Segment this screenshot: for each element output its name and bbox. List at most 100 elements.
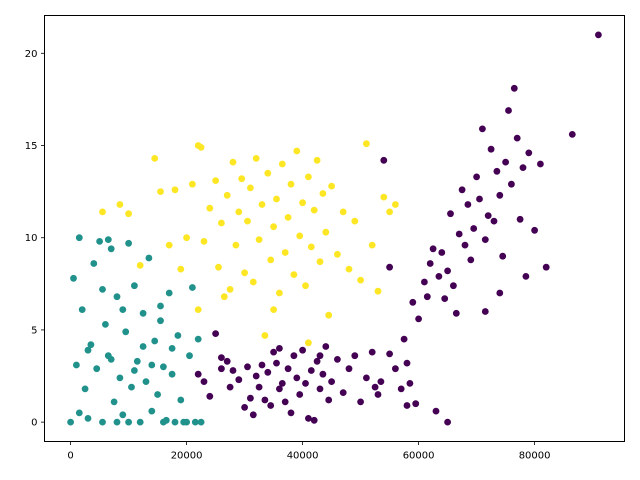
data-point: [470, 225, 478, 232]
data-point: [113, 418, 121, 426]
data-point: [119, 306, 127, 313]
data-point: [267, 256, 275, 264]
data-point: [421, 278, 428, 286]
data-point: [212, 177, 220, 185]
data-point: [223, 191, 231, 199]
data-point: [84, 346, 92, 354]
data-point: [513, 134, 521, 142]
data-point: [374, 287, 382, 295]
data-point: [110, 398, 118, 406]
data-point: [270, 306, 277, 313]
data-point: [81, 385, 89, 393]
data-point: [261, 396, 269, 404]
data-point: [328, 378, 335, 385]
data-point: [508, 180, 515, 188]
data-point: [519, 164, 527, 172]
x-tick-label: 0: [67, 451, 73, 462]
data-point: [316, 385, 324, 393]
data-point: [116, 374, 124, 382]
y-tick-label: 15: [25, 141, 38, 152]
data-point: [325, 396, 333, 404]
data-point: [363, 374, 370, 382]
data-point: [247, 184, 254, 192]
data-point: [241, 404, 249, 411]
data-point: [93, 365, 101, 373]
data-point: [316, 258, 324, 266]
data-point: [351, 217, 359, 225]
data-point: [157, 302, 164, 310]
data-point: [220, 293, 228, 301]
data-point: [537, 160, 544, 168]
data-point: [400, 335, 408, 343]
data-point: [247, 394, 254, 402]
data-point: [73, 361, 80, 369]
data-point: [252, 372, 260, 380]
data-point: [516, 215, 524, 223]
data-point: [226, 286, 234, 293]
data-point: [386, 208, 393, 216]
data-point: [90, 260, 98, 267]
y-axis: 0 5 10 15 20: [25, 49, 45, 429]
data-point: [168, 370, 176, 378]
data-point: [493, 167, 501, 175]
data-point: [119, 411, 127, 419]
data-point: [171, 418, 179, 426]
x-tick-label: 20000: [171, 451, 203, 462]
data-point: [142, 378, 150, 385]
data-point: [125, 239, 132, 247]
data-point: [249, 278, 257, 286]
data-point: [319, 190, 327, 197]
data-point: [435, 273, 443, 280]
data-point: [479, 125, 486, 133]
data-point: [218, 219, 225, 227]
data-point: [165, 289, 173, 297]
data-point: [96, 238, 103, 245]
data-point: [165, 241, 173, 249]
data-point: [241, 269, 249, 277]
data-point: [322, 228, 330, 236]
data-point: [496, 191, 504, 199]
data-point: [403, 402, 411, 409]
data-point: [136, 418, 144, 426]
data-point: [174, 332, 182, 339]
data-point: [160, 363, 167, 371]
data-point: [568, 131, 576, 138]
data-point: [490, 217, 498, 225]
y-tick-label: 10: [25, 233, 38, 244]
data-point: [107, 245, 115, 253]
data-point: [334, 250, 341, 258]
data-point: [510, 84, 518, 92]
data-point: [270, 348, 277, 356]
data-points: [67, 31, 602, 426]
data-point: [145, 254, 153, 262]
data-point: [334, 356, 341, 363]
data-point: [125, 418, 132, 426]
data-point: [139, 343, 147, 350]
data-point: [452, 309, 460, 317]
data-point: [386, 263, 393, 271]
data-point: [154, 391, 162, 398]
data-point: [99, 418, 106, 426]
data-point: [223, 357, 231, 365]
data-point: [218, 354, 225, 361]
data-point: [299, 346, 306, 354]
data-point: [310, 206, 318, 214]
data-point: [432, 407, 440, 415]
data-point: [235, 376, 243, 384]
data-point: [444, 267, 451, 275]
data-point: [206, 392, 214, 400]
data-point: [307, 367, 315, 374]
data-point: [371, 383, 379, 391]
data-point: [215, 263, 222, 271]
data-point: [151, 337, 159, 345]
data-point: [363, 140, 370, 148]
data-point: [380, 193, 388, 201]
data-point: [386, 350, 393, 358]
data-point: [87, 341, 95, 349]
data-point: [438, 249, 446, 256]
data-point: [467, 256, 475, 264]
data-point: [595, 31, 602, 39]
data-point: [70, 274, 77, 282]
data-point: [264, 368, 272, 376]
